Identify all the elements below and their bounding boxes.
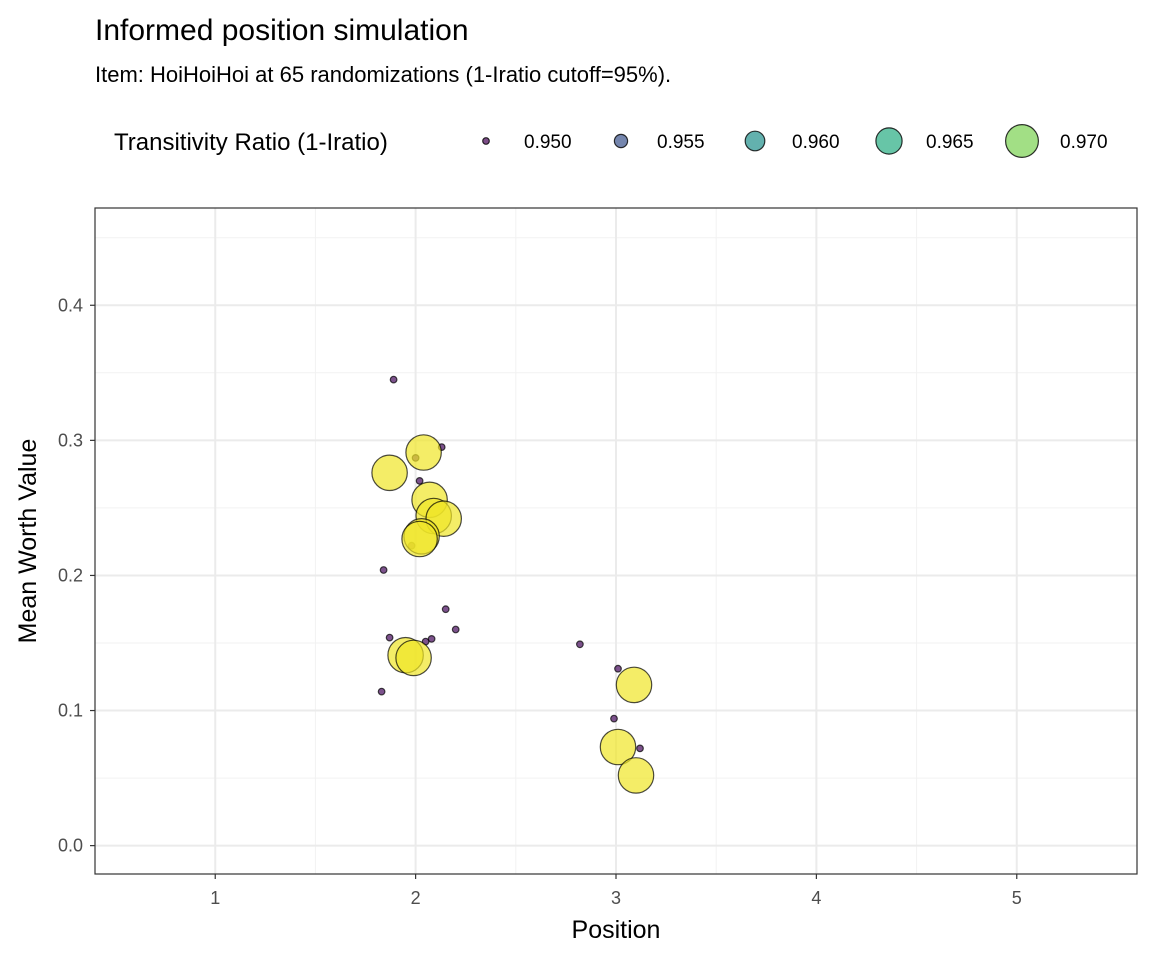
data-point bbox=[371, 454, 408, 492]
data-point bbox=[401, 520, 438, 558]
legend-key bbox=[1004, 123, 1039, 158]
data-points bbox=[371, 375, 655, 794]
x-axis: 1 2 3 4 5 bbox=[210, 874, 1022, 908]
data-point bbox=[599, 728, 637, 766]
y-axis-title: Mean Worth Value bbox=[14, 439, 42, 644]
data-point bbox=[377, 687, 386, 696]
legend-title: Transitivity Ratio (1-Iratio) bbox=[114, 129, 388, 156]
legend-label: 0.960 bbox=[792, 132, 840, 153]
data-point bbox=[610, 714, 618, 723]
x-tick-label: 2 bbox=[411, 888, 421, 908]
chart-subtitle: Item: HoiHoiHoi at 65 randomizations (1-… bbox=[95, 62, 671, 87]
data-point bbox=[385, 633, 394, 642]
data-point bbox=[451, 625, 460, 634]
legend-label: 0.955 bbox=[657, 132, 705, 153]
data-point bbox=[379, 566, 388, 574]
grid bbox=[95, 208, 1137, 874]
data-point bbox=[636, 744, 644, 753]
legend-key bbox=[875, 127, 903, 155]
data-point bbox=[614, 664, 622, 673]
data-point bbox=[389, 375, 398, 384]
y-tick-label: 0.1 bbox=[58, 701, 83, 721]
y-axis: 0.0 0.1 0.2 0.3 0.4 bbox=[58, 295, 95, 856]
data-point bbox=[395, 639, 432, 677]
x-tick-label: 3 bbox=[611, 888, 621, 908]
data-point bbox=[405, 434, 442, 471]
chart-title: Informed position simulation bbox=[95, 14, 469, 47]
legend-label: 0.950 bbox=[524, 132, 572, 153]
data-point bbox=[415, 477, 424, 485]
legend: Transitivity Ratio (1-Iratio) 0.950 0.955… bbox=[114, 123, 1108, 158]
y-tick-label: 0.4 bbox=[58, 295, 83, 315]
data-point bbox=[576, 640, 584, 649]
x-axis-title: Position bbox=[572, 916, 661, 944]
legend-label: 0.965 bbox=[926, 132, 974, 153]
x-tick-label: 5 bbox=[1012, 888, 1022, 908]
data-point bbox=[615, 666, 653, 704]
x-tick-label: 1 bbox=[210, 888, 220, 908]
data-point bbox=[441, 605, 450, 614]
y-tick-label: 0.2 bbox=[58, 565, 83, 585]
legend-label: 0.970 bbox=[1060, 132, 1108, 153]
y-tick-label: 0.0 bbox=[58, 836, 83, 856]
x-tick-label: 4 bbox=[811, 888, 821, 908]
legend-key bbox=[482, 137, 490, 145]
y-tick-label: 0.3 bbox=[58, 430, 83, 450]
legend-key bbox=[744, 130, 766, 152]
legend-key bbox=[613, 133, 629, 149]
plot-panel bbox=[94, 207, 1138, 875]
data-point bbox=[617, 757, 655, 794]
